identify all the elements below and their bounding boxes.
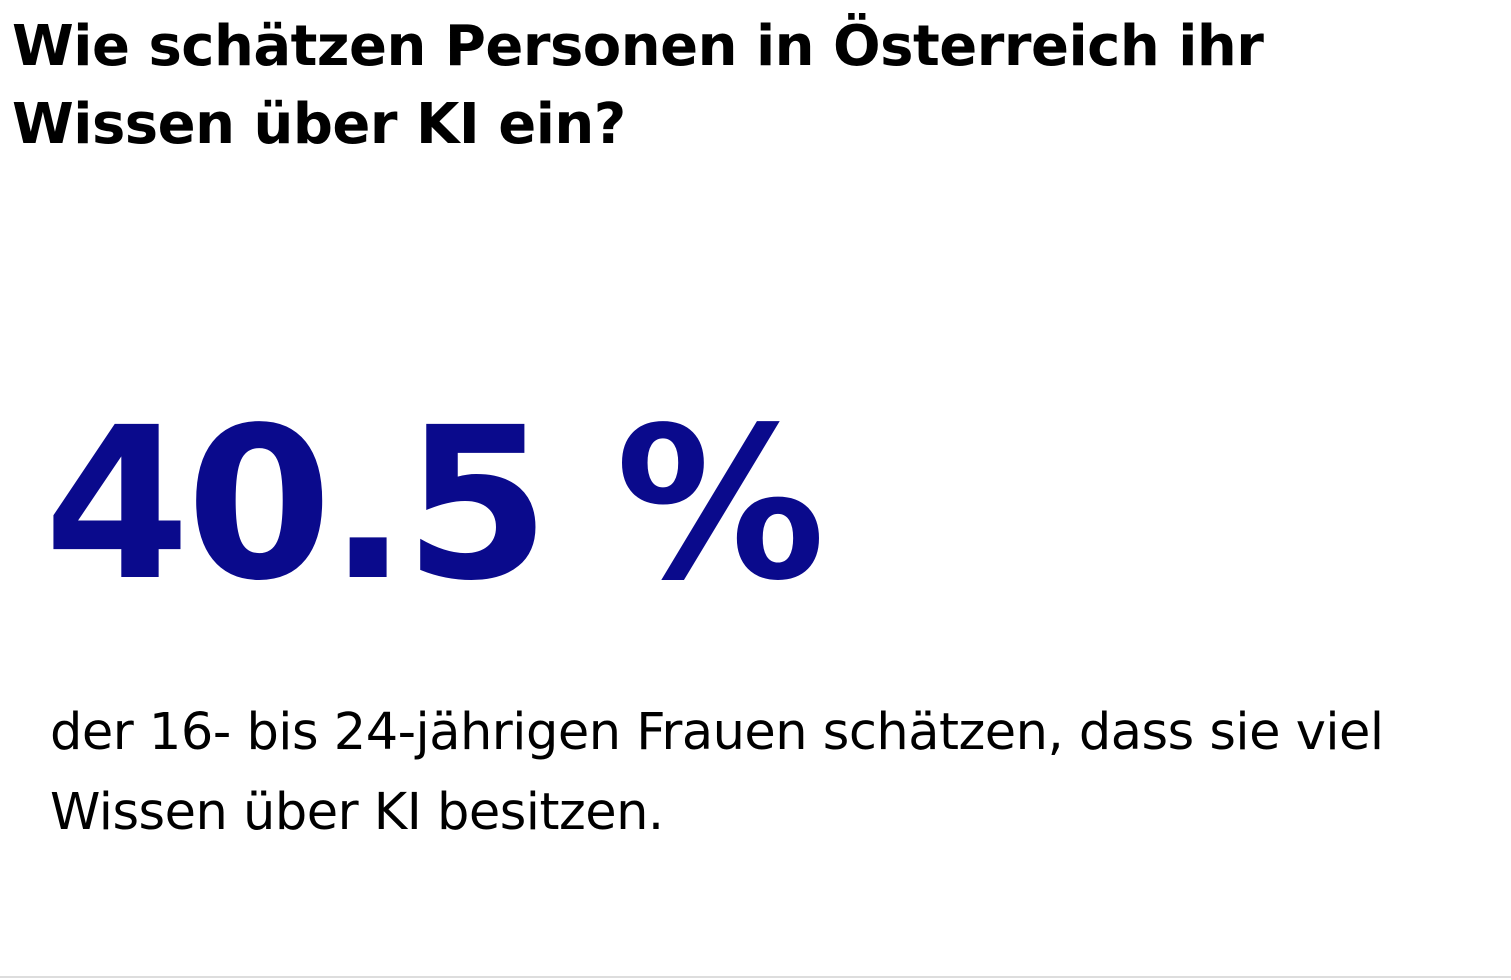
question-heading: Wie schätzen Personen in Österreich ihr … bbox=[12, 14, 1264, 157]
stat-value: 40.5 % bbox=[44, 382, 826, 627]
stat-description: der 16- bis 24-jährigen Frauen schätzen,… bbox=[50, 703, 1384, 842]
